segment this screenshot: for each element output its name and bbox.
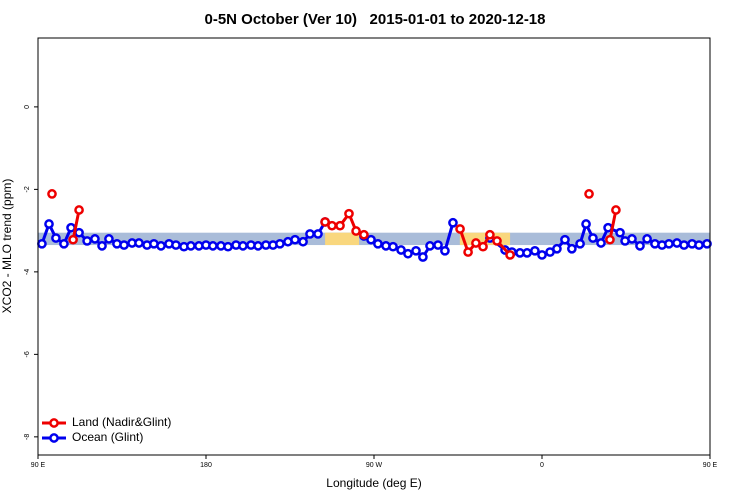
plot-frame bbox=[37, 37, 711, 456]
data-point bbox=[567, 243, 577, 254]
data-point bbox=[596, 238, 606, 248]
data-point bbox=[119, 240, 129, 250]
y-axis-label: XCO2 - MLO trend (ppm) bbox=[0, 179, 14, 314]
data-point bbox=[388, 241, 398, 252]
data-point bbox=[68, 234, 78, 245]
data-point bbox=[552, 243, 562, 254]
y-tick-label: -6 bbox=[24, 351, 31, 357]
legend-label: Land (Nadir&Glint) bbox=[72, 415, 171, 429]
data-point bbox=[530, 245, 540, 256]
data-point bbox=[366, 234, 376, 245]
data-point bbox=[104, 234, 114, 244]
data-point bbox=[403, 248, 413, 259]
data-point bbox=[97, 241, 107, 251]
data-point bbox=[47, 189, 57, 199]
y-tick-label: -8 bbox=[24, 434, 31, 440]
data-point bbox=[433, 240, 443, 250]
x-tick-label: 90 E bbox=[31, 462, 46, 469]
x-tick-label: 90 W bbox=[366, 462, 383, 469]
data-point bbox=[627, 234, 637, 244]
data-point bbox=[463, 247, 473, 257]
data-point bbox=[359, 229, 369, 240]
data-point bbox=[581, 219, 591, 229]
legend-marker bbox=[49, 418, 59, 428]
data-point bbox=[373, 238, 383, 249]
series-line bbox=[71, 209, 618, 256]
data-point bbox=[478, 241, 488, 252]
data-point bbox=[37, 238, 47, 249]
data-point bbox=[298, 236, 308, 247]
data-point bbox=[505, 250, 515, 260]
data-point bbox=[335, 220, 345, 231]
data-point bbox=[702, 238, 712, 249]
data-point bbox=[694, 240, 704, 250]
data-point bbox=[664, 238, 674, 249]
data-point bbox=[74, 227, 84, 238]
data-point bbox=[351, 226, 361, 236]
data-point bbox=[171, 240, 181, 250]
data-point bbox=[615, 227, 625, 238]
data-point bbox=[492, 236, 502, 246]
x-tick-label: 0 bbox=[540, 462, 544, 469]
data-point bbox=[396, 245, 406, 255]
data-point bbox=[74, 205, 84, 215]
data-point bbox=[642, 234, 652, 244]
data-point bbox=[156, 241, 166, 251]
data-point bbox=[305, 229, 315, 239]
data-point bbox=[611, 205, 621, 215]
data-point bbox=[253, 241, 263, 251]
data-point bbox=[327, 220, 337, 231]
legend-label: Ocean (Glint) bbox=[72, 430, 143, 444]
data-point bbox=[344, 208, 354, 219]
data-point bbox=[440, 245, 450, 256]
data-point bbox=[411, 245, 421, 256]
data-point bbox=[560, 234, 570, 245]
y-tick-label: -4 bbox=[24, 269, 31, 275]
data-point bbox=[208, 241, 218, 251]
x-tick-label: 90 E bbox=[703, 462, 718, 469]
data-point bbox=[418, 252, 428, 262]
data-point bbox=[134, 238, 144, 248]
data-point bbox=[455, 224, 465, 234]
legend-marker bbox=[49, 433, 59, 443]
reference-band bbox=[325, 232, 360, 246]
data-point bbox=[290, 234, 300, 245]
data-point bbox=[82, 236, 92, 246]
y-tick-label: -2 bbox=[24, 186, 31, 192]
data-point bbox=[275, 238, 285, 249]
data-point bbox=[679, 240, 689, 250]
data-point bbox=[485, 229, 495, 240]
data-point bbox=[223, 241, 233, 252]
data-point bbox=[44, 219, 54, 229]
data-point bbox=[471, 238, 481, 248]
data-point bbox=[59, 238, 69, 249]
data-point bbox=[605, 234, 615, 245]
data-point bbox=[238, 241, 248, 251]
data-point bbox=[635, 241, 645, 251]
data-point bbox=[575, 238, 585, 249]
data-point bbox=[588, 233, 598, 243]
data-point bbox=[90, 234, 100, 244]
data-point bbox=[313, 229, 323, 239]
x-tick-label: 180 bbox=[200, 462, 212, 469]
data-point bbox=[51, 233, 61, 243]
x-axis-label: Longitude (deg E) bbox=[326, 476, 421, 490]
chart-title: 0-5N October (Ver 10) 2015-01-01 to 2020… bbox=[204, 11, 545, 28]
data-point bbox=[425, 241, 435, 251]
data-point bbox=[448, 217, 458, 228]
data-point bbox=[584, 189, 594, 199]
data-point bbox=[537, 250, 547, 260]
y-tick-label: 0 bbox=[24, 105, 31, 109]
data-point bbox=[522, 248, 532, 258]
data-point bbox=[186, 241, 196, 251]
data-point bbox=[320, 217, 330, 227]
